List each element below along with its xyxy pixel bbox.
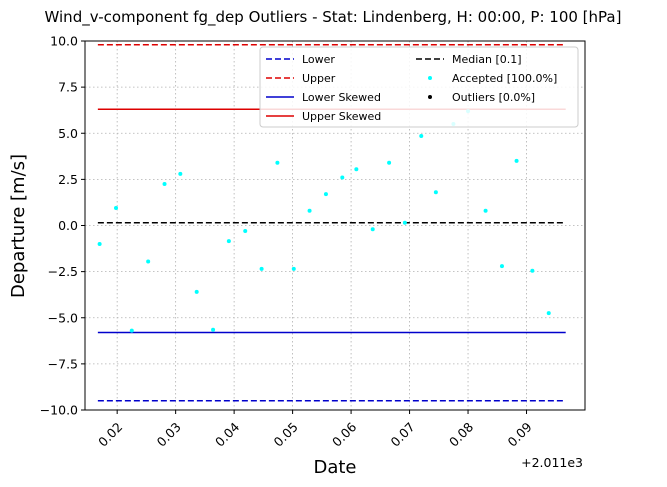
data-point	[433, 190, 438, 195]
x-axis-label: Date	[313, 457, 356, 478]
data-point	[387, 160, 392, 165]
data-point	[259, 266, 264, 271]
data-point	[307, 208, 312, 213]
legend-label: Accepted [100.0%]	[452, 72, 557, 85]
y-axis-label: Departure [m/s]	[8, 154, 29, 298]
data-point	[129, 328, 134, 333]
data-point	[483, 208, 488, 213]
x-tick-label: 0.06	[329, 419, 359, 449]
data-point	[243, 229, 248, 234]
data-point	[354, 167, 359, 172]
data-point	[275, 160, 280, 165]
y-tick-label: 5.0	[58, 126, 78, 141]
data-point	[194, 289, 199, 294]
reference-lines	[97, 43, 566, 402]
data-point	[146, 259, 151, 264]
legend-marker	[428, 76, 432, 80]
data-points	[97, 109, 551, 333]
data-point	[402, 220, 407, 225]
data-point	[291, 266, 296, 271]
x-tick-label: 0.09	[504, 419, 534, 449]
y-tick-label: 0.0	[58, 218, 78, 233]
data-point	[178, 171, 183, 176]
data-point	[419, 134, 424, 139]
y-tick-label: 7.5	[58, 80, 78, 95]
y-tick-label: 2.5	[58, 172, 78, 187]
x-tick-label: 0.07	[388, 419, 418, 449]
legend-label: Upper Skewed	[302, 110, 381, 123]
data-point	[546, 311, 551, 316]
legend-label: Lower Skewed	[302, 91, 381, 104]
y-tick-label: −7.5	[48, 356, 78, 371]
chart-title: Wind_v-component fg_dep Outliers - Stat:…	[45, 8, 622, 27]
data-point	[113, 205, 118, 210]
data-point	[97, 241, 102, 246]
data-point	[499, 264, 504, 269]
x-tick-label: 0.04	[212, 419, 242, 449]
data-point	[530, 268, 535, 273]
legend-label: Outliers [0.0%]	[452, 91, 535, 104]
x-tick-label: 0.08	[446, 419, 476, 449]
data-point	[340, 175, 345, 180]
data-point	[370, 227, 375, 232]
legend-marker	[428, 95, 432, 99]
x-tick-label: 0.05	[271, 419, 301, 449]
data-point	[323, 192, 328, 197]
y-tick-label: −2.5	[48, 264, 78, 279]
data-point	[211, 327, 216, 332]
y-axis-ticks: −10.0 −7.5 −5.0 −2.5 0.0 2.5 5.0 7.5 10.0	[40, 34, 85, 418]
legend: Lower Upper Lower Skewed Upper Skewed Median…	[259, 46, 579, 128]
x-tick-label: 0.03	[154, 419, 184, 449]
data-point	[162, 181, 167, 186]
legend-label: Median [0.1]	[452, 53, 522, 66]
legend-box	[259, 46, 579, 128]
y-tick-label: −5.0	[48, 310, 78, 325]
data-point	[514, 158, 519, 163]
x-tick-label: 0.02	[95, 419, 125, 449]
y-tick-label: −10.0	[40, 403, 78, 418]
legend-label: Upper	[302, 72, 336, 85]
x-axis-offset-label: +2.011e3	[521, 455, 583, 470]
y-tick-label: 10.0	[50, 34, 78, 49]
x-axis-ticks: 0.02 0.03 0.04 0.05 0.06 0.07 0.08 0.09	[95, 410, 535, 450]
data-point	[226, 239, 231, 244]
legend-label: Lower	[302, 53, 335, 66]
